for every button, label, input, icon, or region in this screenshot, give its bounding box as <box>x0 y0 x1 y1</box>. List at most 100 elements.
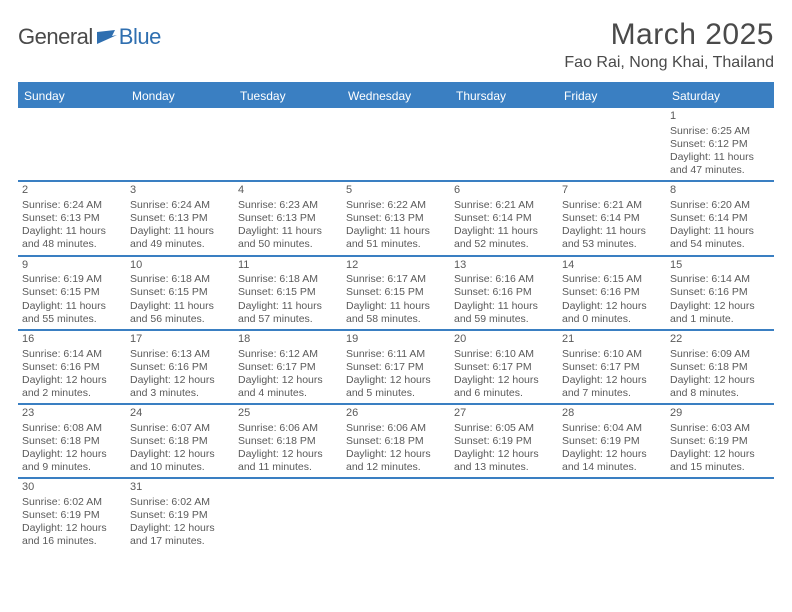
day-number: 10 <box>130 259 230 273</box>
day-number: 3 <box>130 184 230 198</box>
daylight-line: Daylight: 11 hours and 49 minutes. <box>130 225 230 251</box>
day-number: 15 <box>670 259 770 273</box>
logo: General Blue <box>18 24 161 50</box>
day-cell <box>342 479 450 551</box>
daylight-line: Daylight: 12 hours and 2 minutes. <box>22 374 122 400</box>
sunrise-line: Sunrise: 6:14 AM <box>22 348 122 361</box>
sunset-line: Sunset: 6:17 PM <box>454 361 554 374</box>
day-number: 21 <box>562 333 662 347</box>
day-cell <box>666 479 774 551</box>
day-header-tuesday: Tuesday <box>234 84 342 108</box>
sunrise-line: Sunrise: 6:02 AM <box>130 496 230 509</box>
sunset-line: Sunset: 6:19 PM <box>22 509 122 522</box>
sunset-line: Sunset: 6:13 PM <box>22 212 122 225</box>
sunset-line: Sunset: 6:15 PM <box>238 286 338 299</box>
sunrise-line: Sunrise: 6:09 AM <box>670 348 770 361</box>
day-cell: 28Sunrise: 6:04 AMSunset: 6:19 PMDayligh… <box>558 405 666 477</box>
day-number: 2 <box>22 184 122 198</box>
day-cell: 6Sunrise: 6:21 AMSunset: 6:14 PMDaylight… <box>450 182 558 254</box>
sunset-line: Sunset: 6:19 PM <box>130 509 230 522</box>
day-number: 22 <box>670 333 770 347</box>
day-cell <box>126 108 234 180</box>
flag-icon <box>97 30 119 44</box>
day-number: 7 <box>562 184 662 198</box>
day-cell <box>18 108 126 180</box>
week-row: 30Sunrise: 6:02 AMSunset: 6:19 PMDayligh… <box>18 479 774 551</box>
day-cell: 5Sunrise: 6:22 AMSunset: 6:13 PMDaylight… <box>342 182 450 254</box>
day-cell: 29Sunrise: 6:03 AMSunset: 6:19 PMDayligh… <box>666 405 774 477</box>
week-row: 16Sunrise: 6:14 AMSunset: 6:16 PMDayligh… <box>18 331 774 405</box>
day-cell: 15Sunrise: 6:14 AMSunset: 6:16 PMDayligh… <box>666 257 774 329</box>
daylight-line: Daylight: 12 hours and 3 minutes. <box>130 374 230 400</box>
day-number: 8 <box>670 184 770 198</box>
day-number: 27 <box>454 407 554 421</box>
day-number: 31 <box>130 481 230 495</box>
title-block: March 2025 Fao Rai, Nong Khai, Thailand <box>564 18 774 72</box>
sunrise-line: Sunrise: 6:10 AM <box>454 348 554 361</box>
sunrise-line: Sunrise: 6:21 AM <box>454 199 554 212</box>
daylight-line: Daylight: 11 hours and 50 minutes. <box>238 225 338 251</box>
day-cell: 27Sunrise: 6:05 AMSunset: 6:19 PMDayligh… <box>450 405 558 477</box>
daylight-line: Daylight: 11 hours and 57 minutes. <box>238 300 338 326</box>
daylight-line: Daylight: 11 hours and 59 minutes. <box>454 300 554 326</box>
week-row: 23Sunrise: 6:08 AMSunset: 6:18 PMDayligh… <box>18 405 774 479</box>
sunset-line: Sunset: 6:16 PM <box>454 286 554 299</box>
day-number: 17 <box>130 333 230 347</box>
sunset-line: Sunset: 6:18 PM <box>22 435 122 448</box>
sunset-line: Sunset: 6:16 PM <box>670 286 770 299</box>
day-number: 1 <box>670 110 770 124</box>
day-cell <box>234 108 342 180</box>
sunset-line: Sunset: 6:12 PM <box>670 138 770 151</box>
sunset-line: Sunset: 6:18 PM <box>130 435 230 448</box>
sunrise-line: Sunrise: 6:24 AM <box>130 199 230 212</box>
week-row: 9Sunrise: 6:19 AMSunset: 6:15 PMDaylight… <box>18 257 774 331</box>
day-number: 20 <box>454 333 554 347</box>
daylight-line: Daylight: 12 hours and 4 minutes. <box>238 374 338 400</box>
daylight-line: Daylight: 12 hours and 8 minutes. <box>670 374 770 400</box>
day-number: 24 <box>130 407 230 421</box>
day-number: 18 <box>238 333 338 347</box>
daylight-line: Daylight: 12 hours and 13 minutes. <box>454 448 554 474</box>
daylight-line: Daylight: 11 hours and 47 minutes. <box>670 151 770 177</box>
day-cell: 7Sunrise: 6:21 AMSunset: 6:14 PMDaylight… <box>558 182 666 254</box>
sunset-line: Sunset: 6:15 PM <box>22 286 122 299</box>
day-number: 5 <box>346 184 446 198</box>
day-cell: 22Sunrise: 6:09 AMSunset: 6:18 PMDayligh… <box>666 331 774 403</box>
day-cell: 11Sunrise: 6:18 AMSunset: 6:15 PMDayligh… <box>234 257 342 329</box>
day-cell: 18Sunrise: 6:12 AMSunset: 6:17 PMDayligh… <box>234 331 342 403</box>
sunset-line: Sunset: 6:15 PM <box>346 286 446 299</box>
daylight-line: Daylight: 12 hours and 15 minutes. <box>670 448 770 474</box>
daylight-line: Daylight: 12 hours and 16 minutes. <box>22 522 122 548</box>
sunrise-line: Sunrise: 6:08 AM <box>22 422 122 435</box>
sunset-line: Sunset: 6:18 PM <box>670 361 770 374</box>
day-cell: 3Sunrise: 6:24 AMSunset: 6:13 PMDaylight… <box>126 182 234 254</box>
sunrise-line: Sunrise: 6:11 AM <box>346 348 446 361</box>
week-row: 2 Sunrise: 6:24 AM Sunset: 6:13 PM Daylight… <box>18 182 774 256</box>
sunrise-line: Sunrise: 6:17 AM <box>346 273 446 286</box>
sunrise-line: Sunrise: 6:18 AM <box>238 273 338 286</box>
calendar: Sunday Monday Tuesday Wednesday Thursday… <box>18 82 774 552</box>
day-number: 9 <box>22 259 122 273</box>
day-number: 29 <box>670 407 770 421</box>
day-cell: 20Sunrise: 6:10 AMSunset: 6:17 PMDayligh… <box>450 331 558 403</box>
day-number: 12 <box>346 259 446 273</box>
day-cell: 4Sunrise: 6:23 AMSunset: 6:13 PMDaylight… <box>234 182 342 254</box>
sunrise-line: Sunrise: 6:05 AM <box>454 422 554 435</box>
sunset-line: Sunset: 6:18 PM <box>238 435 338 448</box>
sunset-line: Sunset: 6:17 PM <box>346 361 446 374</box>
day-header-monday: Monday <box>126 84 234 108</box>
daylight-line: Daylight: 11 hours and 51 minutes. <box>346 225 446 251</box>
day-cell: 14Sunrise: 6:15 AMSunset: 6:16 PMDayligh… <box>558 257 666 329</box>
sunrise-line: Sunrise: 6:04 AM <box>562 422 662 435</box>
sunrise-line: Sunrise: 6:06 AM <box>238 422 338 435</box>
sunset-line: Sunset: 6:19 PM <box>562 435 662 448</box>
daylight-line: Daylight: 12 hours and 5 minutes. <box>346 374 446 400</box>
day-cell <box>450 108 558 180</box>
daylight-line: Daylight: 11 hours and 52 minutes. <box>454 225 554 251</box>
day-number: 19 <box>346 333 446 347</box>
sunrise-line: Sunrise: 6:20 AM <box>670 199 770 212</box>
sunset-line: Sunset: 6:16 PM <box>562 286 662 299</box>
sunset-line: Sunset: 6:14 PM <box>454 212 554 225</box>
sunset-line: Sunset: 6:15 PM <box>130 286 230 299</box>
daylight-line: Daylight: 12 hours and 14 minutes. <box>562 448 662 474</box>
